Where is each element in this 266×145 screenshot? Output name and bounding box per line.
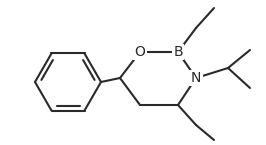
Text: O: O (135, 45, 146, 59)
Text: N: N (191, 71, 201, 85)
Text: B: B (173, 45, 183, 59)
